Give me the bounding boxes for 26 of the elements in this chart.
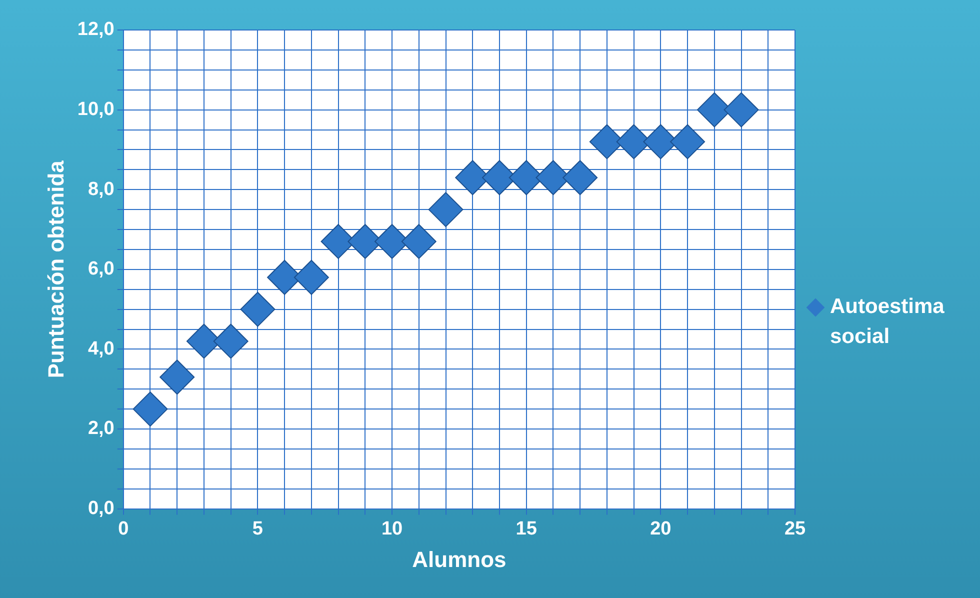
point <box>670 124 706 160</box>
x-tick-label: 25 <box>784 518 806 540</box>
point <box>240 292 276 327</box>
y-tick-label: 2,0 <box>88 418 114 440</box>
y-tick-label: 10,0 <box>77 99 114 120</box>
y-tick-label: 0,0 <box>88 498 114 520</box>
x-tick-label: 0 <box>118 518 129 540</box>
x-axis-title: Alumnos <box>412 546 506 572</box>
y-tick-label: 12,0 <box>77 19 114 40</box>
point <box>213 324 248 359</box>
y-tick-label: 8,0 <box>88 178 114 200</box>
point <box>294 260 329 295</box>
point <box>160 360 195 395</box>
y-tick-label: 6,0 <box>88 258 114 280</box>
x-tick-label: 15 <box>516 518 538 540</box>
point <box>724 92 759 128</box>
point <box>401 224 436 259</box>
x-tick-label: 20 <box>650 518 672 540</box>
x-tick-label: 5 <box>252 518 264 540</box>
point <box>132 392 168 427</box>
point <box>428 192 464 228</box>
legend-label: Autoestima social <box>830 294 946 350</box>
point <box>562 160 598 196</box>
x-tick-label: 10 <box>381 518 403 540</box>
y-axis-title: Puntuación obtenida <box>43 160 68 378</box>
y-tick-label: 4,0 <box>88 338 114 360</box>
